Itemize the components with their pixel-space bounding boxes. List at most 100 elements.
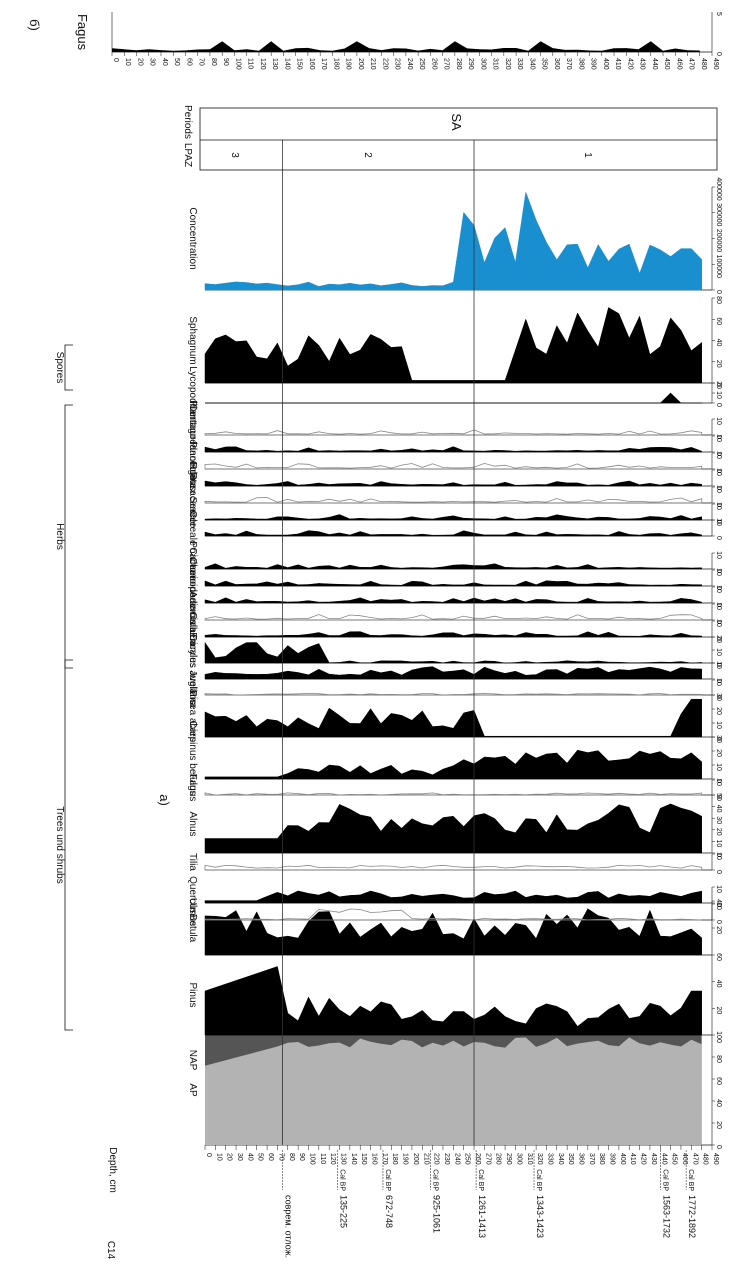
depth-tick-label: 250: [464, 1153, 471, 1165]
value-tick-label-ericales: 0: [715, 663, 722, 667]
panel-b-depth-label: 470: [688, 58, 695, 70]
value-tick-label-ap: 20: [715, 1121, 722, 1129]
value-tick-label-tilia: 0: [715, 870, 722, 874]
value-tick-label-alnus: 40: [715, 805, 722, 813]
periods-title: Periods: [182, 105, 193, 139]
lpaz-box: [199, 107, 718, 171]
depth-tick-label: 330: [546, 1153, 553, 1165]
panel-centaurea: [204, 418, 715, 436]
depth-tick-label: 350: [567, 1153, 574, 1165]
date-calbp-1: Cal BP: [338, 1169, 345, 1191]
series-plantago-lanceolata: [204, 446, 702, 453]
panel-b-depth-label: 120: [259, 58, 266, 70]
value-tick-label-concentration: 300000: [715, 203, 722, 226]
value-tick-label-chenopodiaceae: 10: [715, 585, 722, 593]
panel-b-depth-label: 450: [663, 58, 670, 70]
panel-b-depth-label: 150: [296, 58, 303, 70]
value-tick-label-juglans: 10: [715, 678, 722, 686]
value-tick-label-carpinus-betulus: 30: [715, 735, 722, 743]
depth-tick-label: 280: [495, 1153, 502, 1165]
panel-b-depth-label: 360: [553, 58, 560, 70]
panel-b-depth-label: 240: [406, 58, 413, 70]
taxon-label-carpinus-betulus: Carpinus betulus: [187, 720, 198, 795]
depth-tick-label: 170: [381, 1153, 388, 1165]
panel-fagus: [204, 779, 715, 796]
depth-tick-label: 220: [433, 1153, 440, 1165]
taxon-label-plantago-lanceolata: Plantago lanceolata: [187, 400, 198, 488]
series-centaurea: [204, 429, 703, 436]
date-label-6: 1563-1732: [661, 1195, 671, 1238]
date-calbp-2: Cal BP: [384, 1169, 391, 1191]
series-secale: [204, 514, 702, 521]
panel-plantago-lanceolata: [204, 435, 715, 453]
panel-juglans: [204, 679, 715, 696]
depth-tick-label: 190: [402, 1153, 409, 1165]
panel-carpinus-betulus: [204, 736, 715, 780]
panel-artemisia: [204, 603, 715, 621]
depth-tick-label: 440: [660, 1153, 667, 1165]
c14-title: C14: [105, 1241, 116, 1260]
taxon-label-quercus: Quercus: [187, 876, 198, 914]
value-tick-label-picea-abies: 20: [715, 707, 722, 715]
series-alnus: [204, 803, 702, 854]
lpaz-title: LPAZ: [182, 143, 193, 167]
series-calluna: [204, 631, 702, 638]
panel-b-depth-label: 480: [700, 58, 707, 70]
value-tick-label-ulmus: 10: [715, 902, 722, 910]
value-tick-label-picea-abies: 10: [715, 721, 722, 729]
value-tick-label-cichorioideae: 10: [715, 568, 722, 576]
panel-b-depth-label: 170: [320, 58, 327, 70]
panel-calluna: [204, 620, 715, 638]
panel-b-depth-label: 80: [210, 58, 217, 66]
panel-b-depth-label: 460: [675, 58, 682, 70]
series-juglans: [204, 693, 703, 696]
depth-tick-label: 310: [526, 1153, 533, 1165]
panel-plantago: [204, 452, 715, 470]
depth-tick-label: 110: [319, 1153, 326, 1164]
depth-tick-label: 470: [691, 1153, 698, 1165]
series-carpinus-betulus: [204, 749, 702, 780]
panel-tilia: [204, 853, 715, 871]
panel-chenopodiaceae: [204, 586, 715, 604]
depth-tick-label: 30: [236, 1153, 243, 1161]
value-tick-label-sphagnum: 0: [715, 383, 722, 387]
taxon-label-concentration: Concentration: [187, 207, 198, 269]
value-tick-label-rumex: 10: [715, 468, 722, 476]
panel-b-value-label: 5: [715, 12, 722, 16]
value-tick-label-alnus: 20: [715, 828, 722, 836]
value-tick-label-ap: 80: [715, 1055, 722, 1063]
series-betula: [204, 908, 702, 956]
taxon-label-betula: Betula: [187, 914, 198, 943]
taxon-label-plantago: Plantago: [187, 441, 198, 481]
group-label-spores: Spores: [54, 352, 65, 384]
panel-alnus: [204, 794, 715, 854]
panel-b-letter: б): [27, 19, 42, 31]
value-tick-label-ulmus: 0: [715, 920, 722, 924]
depth-tick-label: 180: [391, 1153, 398, 1165]
depth-tick-label: 390: [609, 1153, 616, 1165]
value-tick-label-ericales: 20: [715, 635, 722, 643]
panel-b-depth-label: 190: [345, 58, 352, 70]
taxon-label-sphagnum: Sphagnum: [187, 316, 198, 364]
panel-b-depth-label: 290: [467, 58, 474, 70]
series-picea-abies: [204, 698, 702, 738]
depth-tick-label: 450: [671, 1153, 678, 1165]
value-tick-label-cichorioideae: 0: [715, 586, 722, 590]
panel-poaceae: [204, 552, 715, 570]
panel-b-depth-label: 60: [185, 58, 192, 66]
value-tick-label-carpinus-betulus: 10: [715, 763, 722, 771]
value-tick-label-sphagnum: 60: [715, 317, 722, 325]
depth-tick-label: 400: [619, 1153, 626, 1165]
value-tick-label-centaurea: 0: [715, 435, 722, 439]
depth-tick-label: 270: [484, 1153, 491, 1165]
value-tick-label-corylus-avellana: 10: [715, 661, 722, 669]
value-tick-label-sphagnum: 20: [715, 360, 722, 368]
group-label-herbs: Herbs: [54, 523, 65, 550]
taxon-label-picea-abies: Picea abies: [187, 690, 198, 742]
panel-b-depth-label: 330: [516, 58, 523, 70]
value-tick-label-corylus-avellana: 0: [715, 679, 722, 683]
series-chenopodiaceae: [204, 597, 702, 604]
depth-axis: [204, 1145, 713, 1150]
panel-cereale: [204, 519, 715, 537]
depth-tick-label: 420: [640, 1153, 647, 1165]
